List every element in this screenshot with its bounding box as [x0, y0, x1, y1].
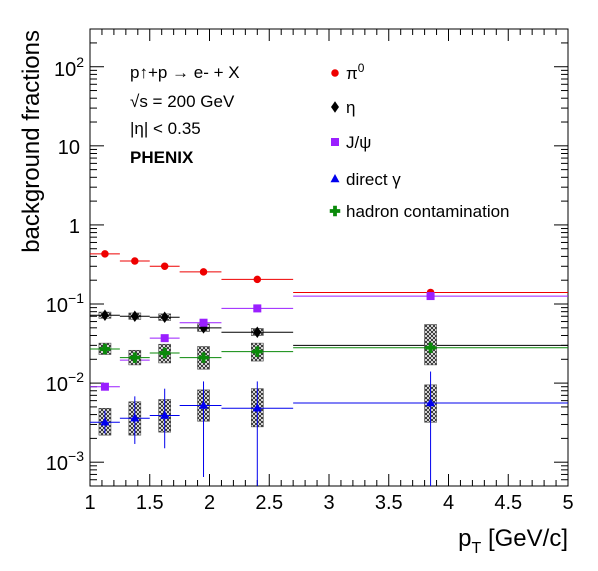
series: [90, 292, 568, 391]
legend-label: η: [346, 98, 355, 117]
legend-label: π0: [346, 61, 365, 83]
x-tick-label: 5: [562, 492, 573, 514]
data-point: [331, 101, 339, 113]
data-point: [131, 257, 139, 265]
data-point: [199, 400, 209, 409]
x-tick-label: 2: [204, 492, 215, 514]
series: [90, 324, 568, 370]
data-point: [130, 413, 140, 422]
x-tick-label: 1.5: [136, 492, 164, 514]
data-series: [90, 250, 568, 486]
y-tick-label: 10: [58, 137, 80, 159]
x-tick-labels: 1 1.5 2 2.5 3 3.5 4 4.5 5: [84, 492, 573, 514]
legend-item: J/ψ: [331, 133, 371, 152]
data-point: [329, 205, 341, 217]
data-point: [253, 304, 262, 313]
data-point: [425, 342, 436, 353]
annotation-block: p↑+p → e- + X √s = 200 GeV |η| < 0.35 PH…: [130, 63, 240, 167]
legend-item: direct γ: [330, 170, 401, 189]
x-tick-label: 1: [84, 492, 95, 514]
data-point: [199, 268, 208, 276]
y-tick-label: 1: [69, 216, 80, 238]
data-point: [100, 417, 110, 426]
data-point: [331, 69, 339, 77]
legend-item: π0: [331, 61, 365, 83]
data-point: [160, 311, 169, 324]
series: [90, 250, 568, 297]
y-tick-label: 102: [54, 54, 84, 81]
experiment-label: PHENIX: [130, 148, 194, 167]
data-point: [129, 352, 141, 363]
legend-item: η: [331, 98, 355, 117]
data-point: [100, 309, 109, 322]
x-tick-label: 3: [323, 492, 334, 514]
x-tick-label: 2.5: [255, 492, 283, 514]
y-tick-label: 10−1: [46, 290, 84, 317]
data-point: [426, 292, 435, 301]
data-point: [252, 346, 263, 357]
data-point: [252, 403, 262, 412]
data-point: [160, 262, 169, 271]
legend-item: hadron contamination: [329, 202, 510, 221]
data-point: [160, 410, 170, 419]
legend: π0 η J/ψ direct γ hadron contamination: [329, 61, 510, 221]
x-tick-label: 3.5: [375, 492, 403, 514]
data-point: [253, 275, 262, 284]
y-tick-label: 10−3: [46, 448, 84, 475]
energy-label: √s = 200 GeV: [130, 92, 235, 111]
data-point: [331, 138, 339, 146]
legend-label: direct γ: [346, 170, 401, 189]
axis-ticks: [89, 28, 569, 487]
data-point: [101, 250, 109, 258]
data-point: [100, 382, 109, 391]
legend-label: hadron contamination: [346, 202, 510, 221]
eta-cut-label: |η| < 0.35: [130, 119, 201, 138]
y-axis-label: background fractions: [18, 30, 45, 253]
data-point: [130, 310, 139, 323]
data-point: [253, 326, 262, 338]
data-point: [99, 343, 111, 355]
data-point: [159, 347, 170, 359]
series: [90, 371, 568, 486]
data-point: [160, 334, 169, 343]
y-tick-labels: 10−3 10−2 10−1 1 10 102: [46, 54, 84, 475]
legend-label: J/ψ: [346, 133, 371, 152]
data-point: [199, 318, 208, 327]
x-tick-label: 4: [443, 492, 454, 514]
x-tick-label: 4.5: [494, 492, 522, 514]
process-label: p↑+p → e- + X: [130, 63, 240, 82]
data-point: [198, 352, 209, 363]
data-point: [330, 174, 340, 183]
data-point: [426, 398, 436, 407]
y-tick-label: 10−2: [46, 369, 84, 396]
x-axis-label: pT [GeV/c]: [458, 525, 568, 557]
